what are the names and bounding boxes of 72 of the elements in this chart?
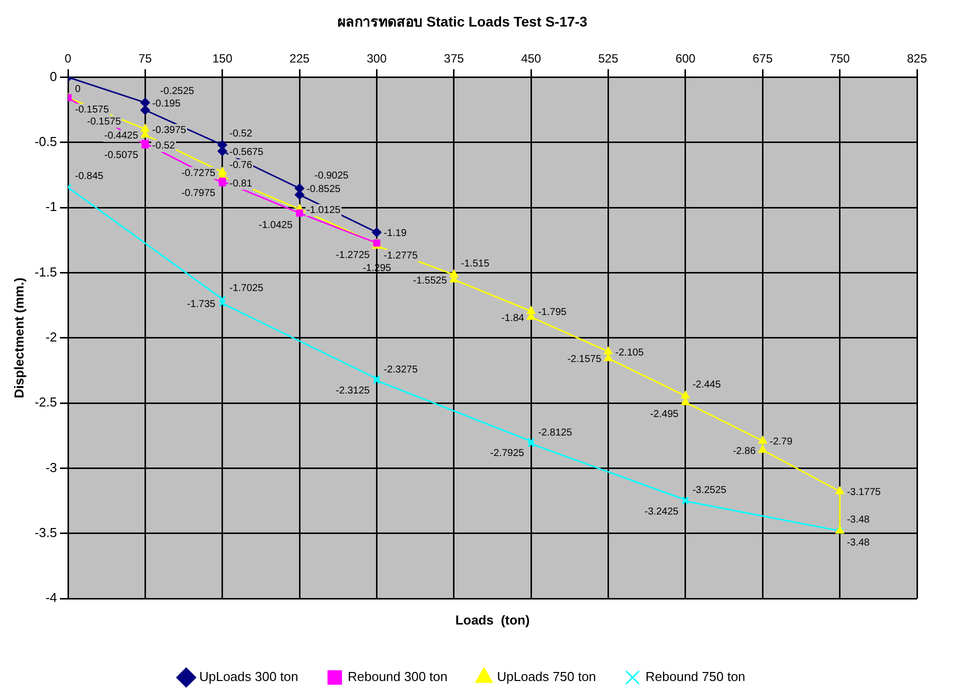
data-label: -0.76 bbox=[229, 160, 253, 172]
data-label: -3.48 bbox=[846, 514, 870, 526]
data-label: -0.81 bbox=[229, 178, 253, 190]
data-label: -1.2725 bbox=[336, 250, 370, 261]
data-label: -0.52 bbox=[152, 140, 176, 152]
data-label: -0.8525 bbox=[306, 184, 341, 196]
y-tick-label: -2.5 bbox=[34, 394, 57, 410]
data-label: -0.7975 bbox=[181, 188, 216, 199]
x-tick-label: 375 bbox=[444, 51, 464, 66]
data-label: -0.9025 bbox=[314, 170, 349, 182]
legend-label: Rebound 300 ton bbox=[348, 669, 448, 684]
data-label: -1.5525 bbox=[412, 275, 448, 286]
x-tick-label: 675 bbox=[752, 51, 773, 66]
data-label: -2.105 bbox=[615, 347, 644, 358]
data-label: -0.5075 bbox=[104, 150, 139, 162]
x-tick-label: 600 bbox=[675, 51, 696, 66]
data-label: -3.1775 bbox=[846, 487, 882, 498]
data-label: -1.19 bbox=[384, 228, 407, 240]
legend-label: Rebound 750 ton bbox=[646, 669, 746, 684]
data-label: -2.79 bbox=[770, 436, 793, 448]
x-tick-label: 300 bbox=[366, 51, 388, 66]
data-label: -1.2775 bbox=[384, 250, 418, 262]
data-label: -0.7275 bbox=[181, 168, 216, 179]
y-tick-label: -0.5 bbox=[34, 134, 57, 149]
data-label: -0.1575 bbox=[87, 116, 122, 128]
y-tick-label: -1 bbox=[45, 199, 57, 214]
x-tick-label: 225 bbox=[290, 51, 310, 66]
data-label: -0.195 bbox=[152, 98, 181, 110]
data-label: -3.48 bbox=[846, 538, 870, 549]
y-tick-label: -3.5 bbox=[34, 525, 57, 540]
data-label: -0.3975 bbox=[152, 124, 187, 136]
data-label: -2.495 bbox=[650, 409, 679, 420]
data-label: -0.1575 bbox=[75, 104, 110, 116]
y-tick-label: -2 bbox=[45, 329, 57, 344]
y-tick-label: 0 bbox=[50, 68, 57, 84]
data-label: -0.2525 bbox=[160, 86, 195, 97]
data-label: -0.52 bbox=[229, 128, 253, 140]
y-axis-title: Displectment (mm.) bbox=[11, 278, 26, 398]
data-label: -0.845 bbox=[75, 171, 104, 182]
x-tick-label: 525 bbox=[598, 51, 619, 66]
data-label: -2.8125 bbox=[538, 428, 572, 439]
data-label: -1.0425 bbox=[258, 220, 293, 231]
legend-label: UpLoads 300 ton bbox=[199, 669, 298, 684]
x-tick-label: 450 bbox=[521, 51, 542, 66]
data-label: -2.3275 bbox=[384, 364, 418, 376]
x-tick-label: 0 bbox=[64, 51, 72, 66]
data-label: -1.7025 bbox=[229, 282, 264, 294]
legend-label: UpLoads 750 ton bbox=[497, 669, 596, 684]
data-label: -2.7925 bbox=[490, 448, 525, 459]
y-tick-label: -4 bbox=[45, 590, 57, 606]
data-label: -0.5675 bbox=[229, 146, 264, 158]
data-label: -3.2425 bbox=[644, 506, 679, 518]
chart-title: ผลการทดสอบ Static Loads Test S-17-3 bbox=[338, 13, 588, 30]
x-tick-label: 150 bbox=[212, 51, 233, 66]
data-label: -1.735 bbox=[187, 299, 216, 310]
data-label: -1.0125 bbox=[306, 204, 341, 216]
y-tick-label: -3 bbox=[45, 460, 57, 475]
data-label: -2.86 bbox=[732, 446, 756, 457]
data-label: -2.1575 bbox=[567, 354, 602, 366]
x-tick-label: 825 bbox=[906, 51, 928, 66]
data-label: -1.515 bbox=[460, 258, 490, 270]
data-label: -1.84 bbox=[501, 312, 525, 324]
data-label: -2.445 bbox=[692, 380, 722, 391]
x-tick-label: 750 bbox=[830, 51, 850, 66]
data-label: 0 bbox=[75, 84, 81, 95]
x-axis-title: Loads (ton) bbox=[455, 612, 530, 628]
data-label: -2.3125 bbox=[336, 385, 370, 396]
data-label: -0.4425 bbox=[104, 130, 139, 142]
data-label: -3.2525 bbox=[692, 484, 727, 496]
x-tick-label: 75 bbox=[138, 51, 152, 66]
y-tick-label: -1.5 bbox=[34, 264, 57, 280]
data-label: -1.795 bbox=[538, 306, 567, 318]
